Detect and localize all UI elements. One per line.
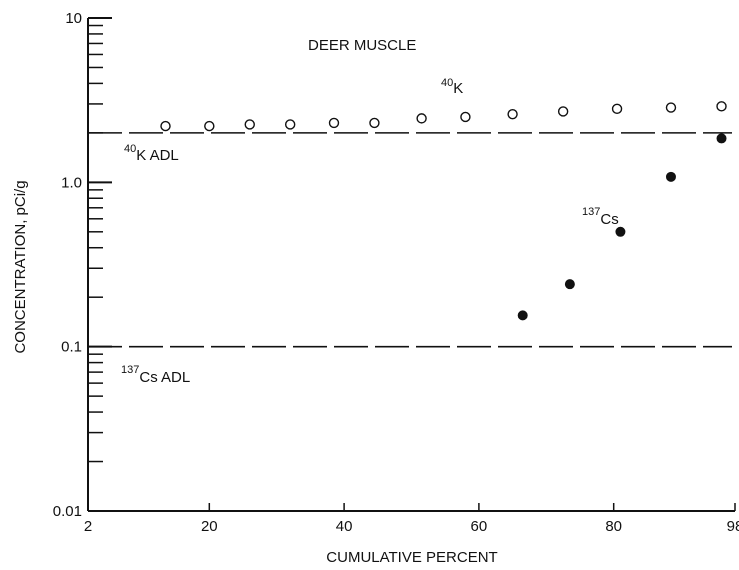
cs137-data-point [716, 133, 727, 144]
x-tick-label: 60 [471, 518, 488, 535]
x-tick-label: 20 [201, 518, 218, 535]
k40-adl-label-sup: 40 [124, 143, 136, 155]
k40-data-point [665, 102, 677, 113]
k40-data-point [284, 119, 296, 130]
k40-data-point [557, 106, 569, 117]
cs137-series-label: 137Cs [582, 206, 619, 228]
k40-data-point [716, 101, 727, 112]
cs137-data-point [564, 279, 575, 290]
k40-series-label: 40K [441, 77, 463, 97]
k40-series-label-base: K [453, 80, 463, 97]
cs137-data-point [665, 171, 676, 182]
k40-data-point [611, 103, 623, 115]
k40-data-point [328, 117, 340, 129]
plot-frame [87, 18, 735, 512]
k40-adl-label-base: K ADL [136, 147, 179, 164]
k40-data-point [244, 119, 255, 130]
cs137-adl-label-base: Cs ADL [139, 369, 190, 386]
cs137-series-label-base: Cs [600, 211, 618, 228]
y-tick-label: 10 [65, 10, 82, 27]
k40-series-label-sup: 40 [441, 77, 453, 89]
cs137-adl-label-sup: 137 [121, 364, 139, 376]
x-axis: 2 20 40 60 80 98 [84, 503, 739, 535]
y-tick-label: 0.1 [61, 339, 82, 356]
cs137-adl-label: 137Cs ADL [121, 364, 190, 386]
cs137-data-point [517, 310, 528, 321]
k40-data-point [369, 117, 380, 129]
reference-lines [88, 132, 732, 348]
x-axis-label: CUMULATIVE PERCENT [326, 549, 497, 566]
k40-data-point [507, 108, 518, 120]
k40-data-point [204, 120, 215, 132]
y-tick-label: 1.0 [61, 174, 82, 191]
y-axis-label: CONCENTRATION, pCi/g [12, 180, 29, 353]
x-tick-label: 40 [336, 518, 353, 535]
x-tick-label: 2 [84, 518, 92, 535]
y-tick-label: 0.01 [53, 503, 82, 520]
cs137-data-point [615, 226, 626, 237]
cs137-series-label-sup: 137 [582, 206, 600, 218]
data-points [160, 101, 727, 321]
x-tick-label: 98 [727, 518, 739, 535]
k40-adl-label: 40K ADL [124, 143, 179, 164]
k40-data-point [416, 113, 427, 124]
chart-title: DEER MUSCLE [308, 37, 416, 54]
k40-data-point [460, 111, 471, 123]
x-tick-label: 80 [605, 518, 622, 535]
k40-data-point [160, 120, 171, 132]
y-axis: 0.01 0.1 1.0 10 [53, 10, 112, 520]
